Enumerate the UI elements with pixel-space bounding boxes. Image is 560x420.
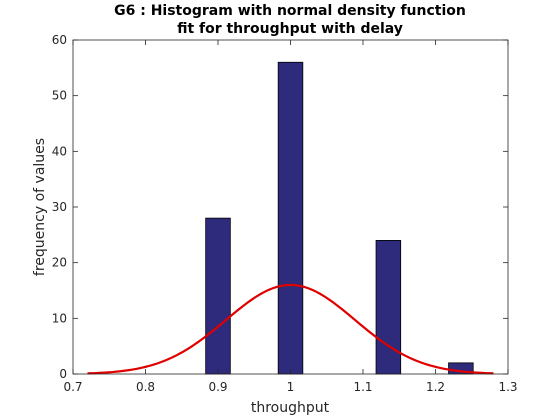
x-tick-label-2: 0.8 [136,380,155,394]
y-tick-label-6: 50 [52,89,67,103]
normal-fit-curve [87,283,494,375]
bars-group [205,61,474,375]
histogram-bar-3 [375,239,402,375]
x-ticks-group: 0.7 0.8 0.9 1 1.1 1.2 1.3 [63,40,518,394]
chart-title-line-1: G6 : Histogram with normal density funct… [114,3,466,19]
y-tick-label-2: 10 [52,311,67,325]
x-tick-label-4: 1 [287,380,295,394]
y-tick-label-1: 0 [59,367,67,381]
x-tick-label-3: 0.9 [208,380,227,394]
y-axis-label: frequency of values [32,138,48,276]
x-tick-label-5: 1.1 [353,380,372,394]
y-tick-label-3: 20 [52,256,67,270]
x-tick-label-1: 0.7 [63,380,82,394]
x-tick-label-7: 1.3 [498,380,517,394]
histogram-bar-1 [205,217,231,375]
y-tick-label-7: 60 [52,33,67,47]
chart-title-line-2: fit for throughput with delay [177,21,403,37]
y-tick-label-4: 30 [52,200,67,214]
y-tick-label-5: 40 [52,144,67,158]
x-axis-label: throughput [251,400,330,416]
y-ticks-group: 0 10 20 30 40 50 60 [52,33,508,381]
x-tick-label-6: 1.2 [426,380,445,394]
histogram-bar-2 [277,61,304,375]
